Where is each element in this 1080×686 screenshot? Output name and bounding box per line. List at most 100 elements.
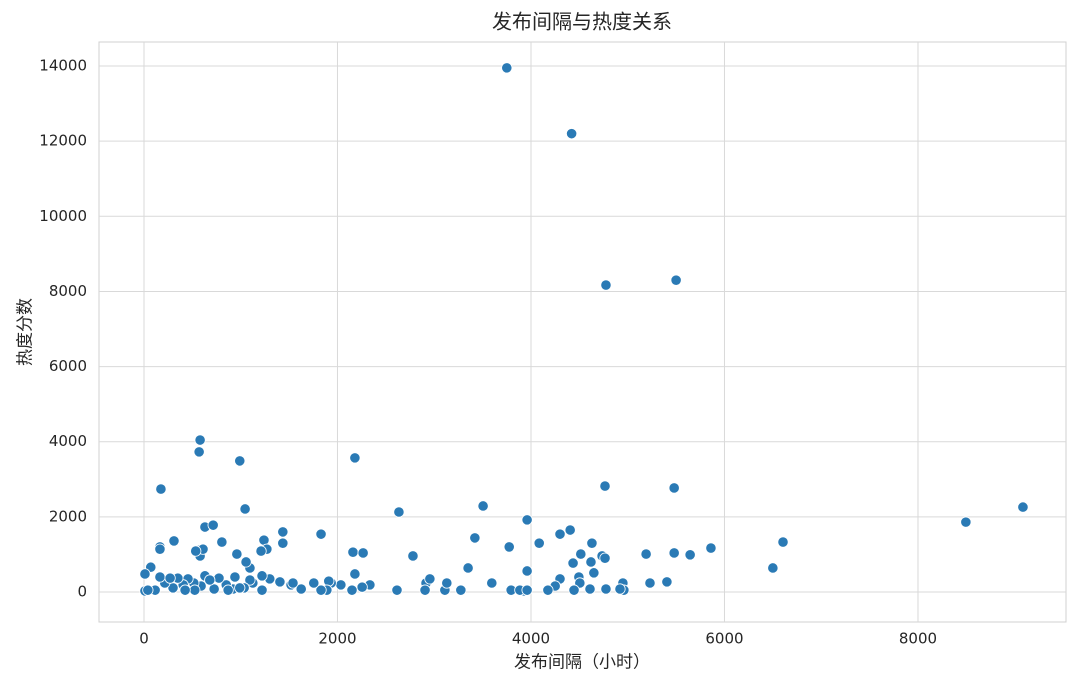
- point: [164, 572, 176, 584]
- y-tick-label: 4000: [49, 432, 87, 450]
- point: [315, 528, 327, 540]
- point: [599, 480, 611, 492]
- point: [477, 500, 489, 512]
- point: [155, 483, 167, 495]
- point: [668, 482, 680, 494]
- point: [239, 503, 251, 515]
- y-tick-label: 2000: [49, 507, 87, 525]
- point: [277, 537, 289, 549]
- point: [295, 583, 307, 595]
- y-tick-label: 14000: [39, 57, 87, 75]
- y-tick-label: 8000: [49, 282, 87, 300]
- x-tick-label: 0: [139, 630, 149, 648]
- point: [684, 549, 696, 561]
- point: [194, 434, 206, 446]
- point: [614, 583, 626, 595]
- chart-title: 发布间隔与热度关系: [492, 10, 672, 34]
- point: [190, 545, 202, 557]
- point: [600, 583, 612, 595]
- point: [234, 582, 246, 594]
- point: [585, 556, 597, 568]
- point: [661, 576, 673, 588]
- point: [407, 550, 419, 562]
- point: [486, 577, 498, 589]
- point: [193, 446, 205, 458]
- x-axis-label: 发布间隔（小时）: [514, 653, 650, 673]
- point: [419, 584, 431, 596]
- point: [346, 584, 358, 596]
- point: [501, 62, 513, 74]
- point: [356, 581, 368, 593]
- point: [189, 584, 201, 596]
- point: [777, 536, 789, 548]
- point: [533, 537, 545, 549]
- point: [670, 274, 682, 286]
- point: [584, 583, 596, 595]
- point: [139, 568, 151, 580]
- y-tick-label: 10000: [39, 207, 87, 225]
- point: [234, 455, 246, 467]
- point: [229, 571, 241, 583]
- point: [231, 548, 243, 560]
- point: [1017, 501, 1029, 513]
- point: [349, 452, 361, 464]
- point: [222, 584, 234, 596]
- point: [393, 506, 405, 518]
- point: [308, 577, 320, 589]
- point: [564, 524, 576, 536]
- point: [668, 547, 680, 559]
- point: [216, 536, 228, 548]
- y-axis-label: 热度分数: [16, 298, 36, 366]
- point: [287, 577, 299, 589]
- point: [207, 519, 219, 531]
- point: [179, 584, 191, 596]
- point: [240, 556, 252, 568]
- point: [521, 584, 533, 596]
- point: [154, 543, 166, 555]
- x-tick-label: 8000: [899, 630, 937, 648]
- point: [705, 542, 717, 554]
- x-tick-label: 4000: [512, 630, 550, 648]
- point: [554, 528, 566, 540]
- point: [424, 573, 436, 585]
- point: [277, 526, 289, 538]
- point: [575, 548, 587, 560]
- x-tick-label: 6000: [705, 630, 743, 648]
- point: [640, 548, 652, 560]
- point: [455, 584, 467, 596]
- point: [168, 535, 180, 547]
- point: [349, 568, 361, 580]
- point: [566, 128, 578, 140]
- point: [441, 577, 453, 589]
- point: [391, 584, 403, 596]
- point: [588, 567, 600, 579]
- point: [204, 574, 216, 586]
- point: [256, 570, 268, 582]
- point: [142, 584, 154, 596]
- point: [244, 574, 256, 586]
- point: [767, 562, 779, 574]
- point: [503, 541, 515, 553]
- point: [256, 584, 268, 596]
- point: [521, 514, 533, 526]
- point: [274, 576, 286, 588]
- point: [567, 557, 579, 569]
- point: [599, 552, 611, 564]
- point: [586, 537, 598, 549]
- point: [521, 565, 533, 577]
- y-tick-label: 12000: [39, 132, 87, 150]
- point: [469, 532, 481, 544]
- point: [462, 562, 474, 574]
- point: [335, 579, 347, 591]
- point: [255, 545, 267, 557]
- point: [347, 546, 359, 558]
- x-tick-label: 2000: [318, 630, 356, 648]
- point: [208, 583, 220, 595]
- y-tick-label: 6000: [49, 357, 87, 375]
- point: [960, 516, 972, 528]
- point: [323, 575, 335, 587]
- point: [644, 577, 656, 589]
- point: [154, 571, 166, 583]
- point: [542, 584, 554, 596]
